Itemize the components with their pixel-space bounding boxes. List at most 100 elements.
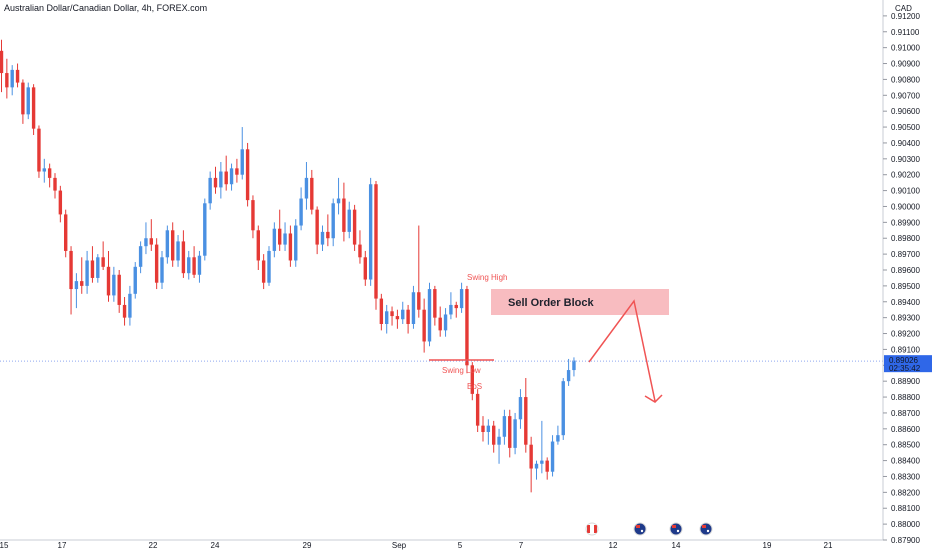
price-tick-label: 0.89100 xyxy=(891,345,920,354)
price-tick-label: 0.88500 xyxy=(891,441,920,450)
candle-body xyxy=(288,233,293,261)
candle-body xyxy=(251,200,255,231)
candle-body xyxy=(550,441,555,472)
candle-body xyxy=(475,393,480,426)
event-icons[interactable] xyxy=(585,522,713,536)
price-tick-label: 0.90600 xyxy=(891,107,920,116)
sell-order-block-zone[interactable] xyxy=(491,289,669,315)
price-tick-label: 0.88400 xyxy=(891,457,920,466)
time-tick-label: 22 xyxy=(149,541,158,550)
candle-body xyxy=(106,266,111,296)
candle-body xyxy=(513,419,517,448)
candle-body xyxy=(112,274,116,296)
candle-body xyxy=(294,225,298,261)
candle-body xyxy=(144,238,148,247)
candle-body xyxy=(422,309,426,342)
price-tick-label: 0.89700 xyxy=(891,250,920,259)
price-tick-label: 0.89900 xyxy=(891,218,920,227)
candle-body xyxy=(197,255,202,275)
price-tick-label: 0.91100 xyxy=(891,28,920,37)
candle-body xyxy=(368,184,373,280)
price-tick-label: 0.90000 xyxy=(891,202,920,211)
candle-body xyxy=(561,381,565,436)
price-axis[interactable]: 0.91200 0.91100 0.91000 0.90900 0.90800 0.907… xyxy=(882,0,920,545)
candle-body xyxy=(138,246,143,267)
candle-body xyxy=(411,292,416,324)
time-tick-label: 17 xyxy=(58,541,67,550)
candle-body xyxy=(149,238,153,245)
candle-body xyxy=(96,257,100,278)
candle-body xyxy=(556,435,560,442)
candle-body xyxy=(385,311,389,324)
candle-body xyxy=(37,128,41,172)
candle-body xyxy=(433,289,437,318)
candle-body xyxy=(224,171,228,185)
price-tick-label: 0.88200 xyxy=(891,488,920,497)
price-tick-label: 0.90900 xyxy=(891,60,920,69)
price-tick-label: 0.90400 xyxy=(891,139,920,148)
price-tick-label: 0.89800 xyxy=(891,234,920,243)
last-price-value: 0.89026 xyxy=(889,356,918,365)
time-axis[interactable]: 15 17 22 24 29 Sep 5 7 12 14 19 21 xyxy=(0,539,883,550)
candle-body xyxy=(508,416,512,448)
candle-body xyxy=(160,257,164,283)
candle-body xyxy=(449,304,453,315)
candle-body xyxy=(545,460,549,472)
price-tick-label: 0.88700 xyxy=(891,409,920,418)
canada-flag-icon xyxy=(585,522,599,536)
candle-body xyxy=(566,370,571,382)
swing-high-label: Swing High xyxy=(467,273,507,282)
candle-body xyxy=(470,365,474,394)
candle-body xyxy=(454,304,458,309)
australia-flag-icon xyxy=(669,522,683,536)
candle-body xyxy=(336,198,341,204)
candle-body xyxy=(235,168,239,175)
time-tick-label: 14 xyxy=(672,541,681,550)
candle-body xyxy=(165,230,170,258)
candle-body xyxy=(438,317,442,331)
time-tick-label: 24 xyxy=(211,541,220,550)
candle-body xyxy=(21,82,25,115)
price-tick-label: 0.89200 xyxy=(891,330,920,339)
price-tick-label: 0.90100 xyxy=(891,187,920,196)
price-tick-label: 0.87900 xyxy=(891,536,920,545)
candle-body xyxy=(80,281,84,286)
candle-body xyxy=(486,425,491,432)
candle-body xyxy=(497,436,501,445)
candle-body xyxy=(283,233,287,245)
candle-body xyxy=(347,209,351,232)
price-tick-label: 0.91000 xyxy=(891,44,920,53)
projection-path[interactable] xyxy=(588,299,656,402)
price-tick-label: 0.90300 xyxy=(891,155,920,164)
candle-body xyxy=(122,304,127,318)
candle-body xyxy=(5,73,9,88)
price-tick-label: 0.88300 xyxy=(891,472,920,481)
candle-body xyxy=(267,250,271,283)
time-tick-label: 5 xyxy=(458,541,463,550)
projection-arrowhead xyxy=(644,394,663,403)
candle-body xyxy=(240,149,244,175)
candle-body xyxy=(529,444,533,469)
candle-body xyxy=(518,397,523,420)
candle-body xyxy=(459,289,464,309)
price-tick-label: 0.91200 xyxy=(891,12,920,21)
candle-body xyxy=(379,298,384,324)
time-tick-label: 15 xyxy=(0,541,9,550)
candle-body xyxy=(101,257,105,267)
candle-body xyxy=(417,292,421,310)
candle-body xyxy=(352,209,357,245)
price-tick-label: 0.90500 xyxy=(891,123,920,132)
price-tick-label: 0.89400 xyxy=(891,298,920,307)
candle-body xyxy=(192,257,196,275)
candle-body xyxy=(176,241,180,261)
chart-title: Australian Dollar/Canadian Dollar, 4h, F… xyxy=(4,3,208,13)
candle-body xyxy=(572,360,576,371)
price-tick-label: 0.89600 xyxy=(891,266,920,275)
candle-body xyxy=(10,69,14,88)
candle-body xyxy=(390,311,394,317)
candle-body xyxy=(58,190,63,215)
candle-body xyxy=(395,316,400,320)
candle-body xyxy=(363,257,367,280)
candle-body xyxy=(304,177,309,199)
